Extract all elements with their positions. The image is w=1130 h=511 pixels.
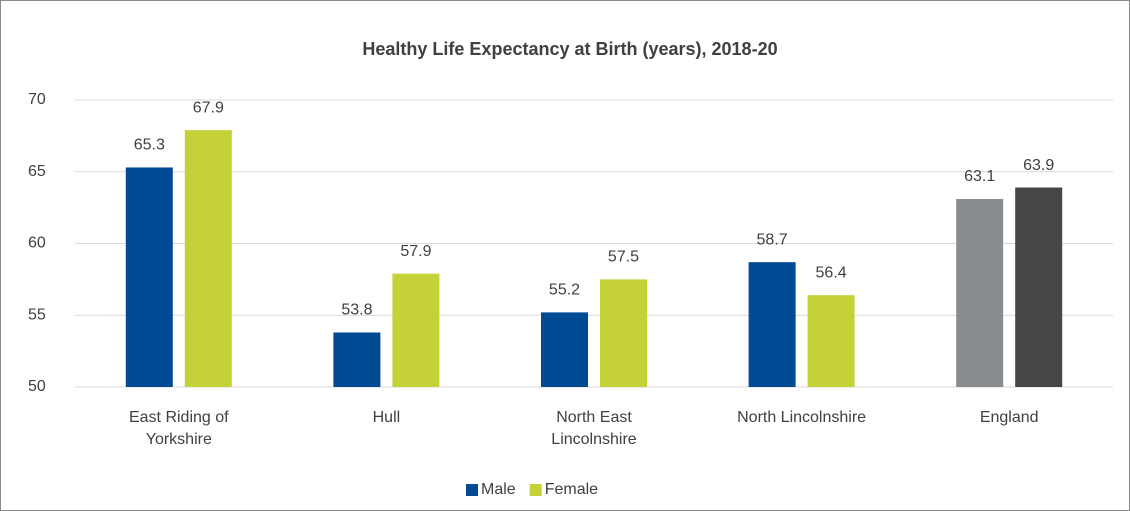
x-tick-label: North East Lincolnshire [551,409,637,448]
legend-label: Male [481,481,516,498]
data-label: 67.9 [193,99,224,116]
x-tick-label: Hull [372,409,401,426]
bar [1015,187,1063,387]
data-label: 57.5 [608,249,639,266]
bar [541,312,588,387]
bar [956,199,1004,387]
bar [184,130,232,387]
data-label: 55.2 [549,282,580,299]
x-tick-label: East Riding of Yorkshire [128,409,229,448]
bar [333,332,381,387]
chart-title: Healthy Life Expectancy at Birth (years)… [362,39,777,59]
bar [600,279,647,387]
data-label: 56.4 [816,264,847,281]
bar [392,273,440,387]
legend-swatch [466,484,478,496]
data-label: 63.1 [964,168,995,185]
y-tick-label: 50 [28,378,46,395]
y-tick-label: 70 [28,91,46,108]
data-label: 58.7 [757,231,788,248]
data-label: 53.8 [341,302,372,319]
data-label: 63.9 [1023,157,1054,174]
bar [125,167,173,387]
x-tick-label: England [979,409,1039,426]
data-label: 57.9 [400,243,431,260]
legend-swatch [529,484,542,496]
y-tick-label: 60 [28,235,46,252]
legend-label: Female [545,481,598,498]
y-tick-label: 65 [28,163,46,180]
data-label: 65.3 [134,137,165,154]
bar [807,295,855,387]
x-tick-label: North Lincolnshire [737,409,867,426]
y-tick-label: 55 [28,306,46,323]
bar [748,262,796,387]
